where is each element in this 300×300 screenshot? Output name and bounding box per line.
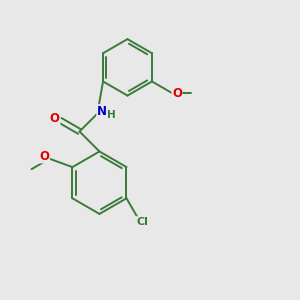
Text: Cl: Cl bbox=[136, 217, 148, 227]
Text: N: N bbox=[97, 105, 107, 118]
Text: H: H bbox=[107, 110, 116, 120]
Text: O: O bbox=[172, 86, 182, 100]
Text: O: O bbox=[50, 112, 60, 125]
Text: O: O bbox=[40, 150, 50, 163]
